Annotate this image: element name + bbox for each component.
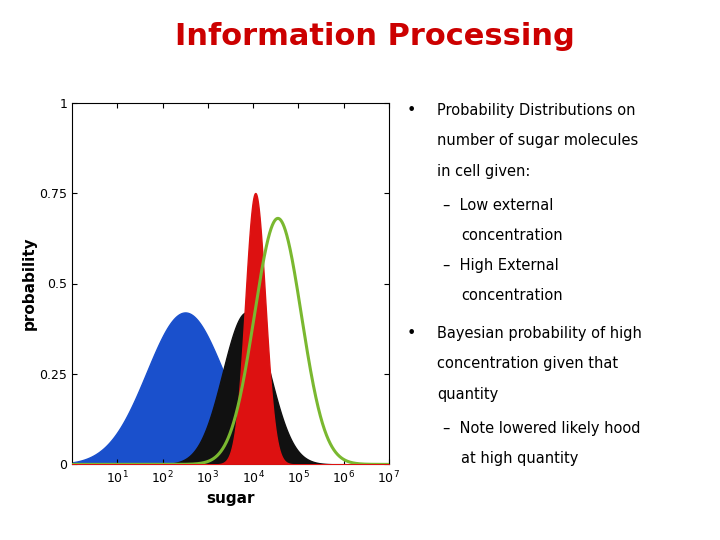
Text: •: • xyxy=(407,326,416,341)
Text: Bayesian probability of high: Bayesian probability of high xyxy=(437,326,642,341)
Text: Probability Distributions on: Probability Distributions on xyxy=(437,103,636,118)
Text: –  Note lowered likely hood: – Note lowered likely hood xyxy=(443,421,641,436)
Text: number of sugar molecules: number of sugar molecules xyxy=(437,133,639,148)
Text: concentration given that: concentration given that xyxy=(437,356,618,372)
Text: •: • xyxy=(407,103,416,118)
X-axis label: sugar: sugar xyxy=(206,491,255,507)
Text: –  Low external: – Low external xyxy=(443,198,554,213)
Y-axis label: probability: probability xyxy=(22,237,37,330)
Text: concentration: concentration xyxy=(462,228,563,243)
Text: Information Processing: Information Processing xyxy=(174,22,575,51)
Text: quantity: quantity xyxy=(437,387,498,402)
Text: –  High External: – High External xyxy=(443,258,559,273)
Text: concentration: concentration xyxy=(462,288,563,303)
Text: in cell given:: in cell given: xyxy=(437,164,531,179)
Text: at high quantity: at high quantity xyxy=(462,451,579,466)
